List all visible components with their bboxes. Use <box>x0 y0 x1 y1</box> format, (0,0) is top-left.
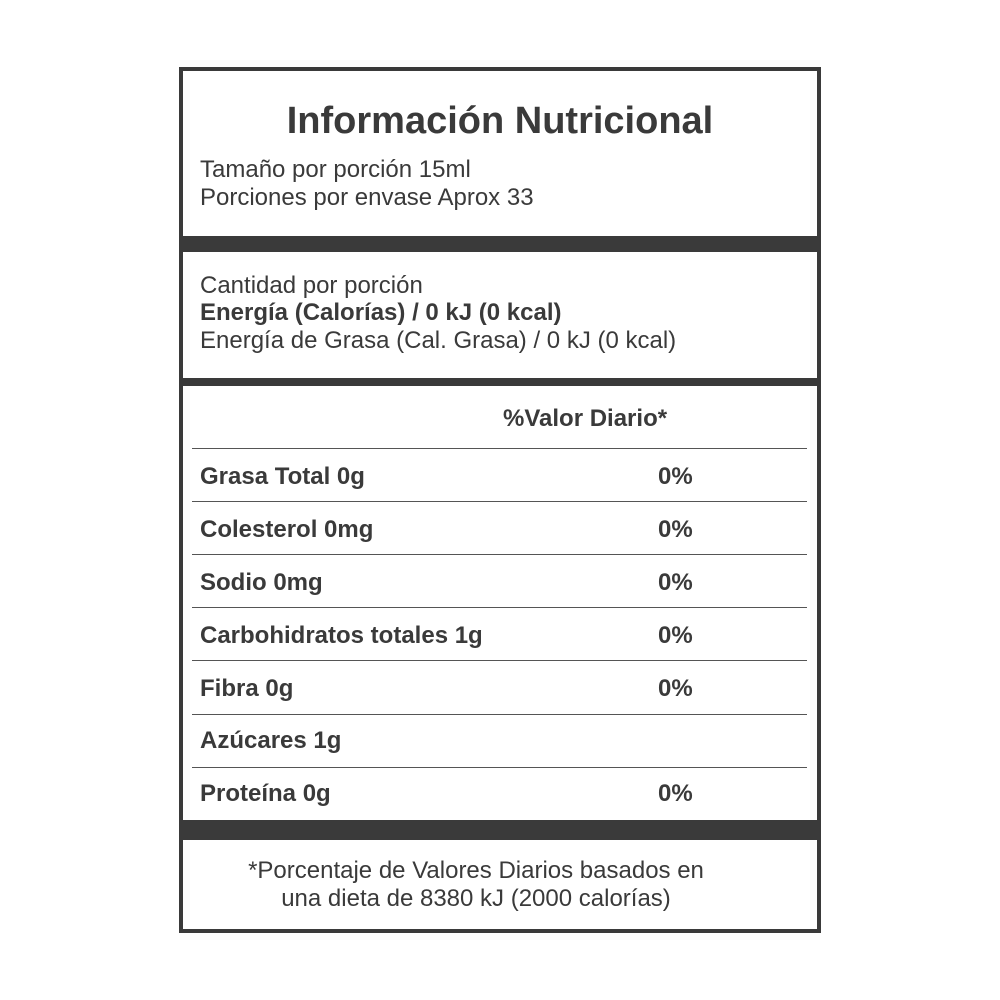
row-dv: 0% <box>658 516 693 543</box>
serving-size: Tamaño por porción 15ml <box>200 156 471 183</box>
nutrition-label <box>179 67 821 933</box>
rule <box>192 660 807 661</box>
row-label: Proteína 0g <box>200 780 331 807</box>
row-dv: 0% <box>658 569 693 596</box>
rule <box>192 554 807 555</box>
row-dv: 0% <box>658 675 693 702</box>
daily-value-header: %Valor Diario* <box>503 405 668 432</box>
servings-per-container: Porciones por envase Aprox 33 <box>200 184 534 211</box>
divider-bar <box>179 378 821 386</box>
row-label: Carbohidratos totales 1g <box>200 622 483 649</box>
row-label: Grasa Total 0g <box>200 463 365 490</box>
rule <box>192 607 807 608</box>
divider-bar <box>179 820 821 840</box>
row-label: Colesterol 0mg <box>200 516 374 543</box>
footnote-line-1: *Porcentaje de Valores Diarios basados e… <box>248 857 704 884</box>
row-dv: 0% <box>658 463 693 490</box>
divider-bar <box>179 236 821 252</box>
row-dv: 0% <box>658 622 693 649</box>
row-label: Azúcares 1g <box>200 727 342 754</box>
rule <box>192 501 807 502</box>
rule <box>192 448 807 449</box>
energy: Energía (Calorías) / 0 kJ (0 kcal) <box>200 299 562 326</box>
amount-per-serving: Cantidad por porción <box>200 272 423 299</box>
footnote-line-2: una dieta de 8380 kJ (2000 calorías) <box>281 885 671 912</box>
row-label: Fibra 0g <box>200 675 294 702</box>
row-dv: 0% <box>658 780 693 807</box>
label-title: Información Nutricional <box>286 100 714 142</box>
fat-energy: Energía de Grasa (Cal. Grasa) / 0 kJ (0 … <box>200 327 677 354</box>
rule <box>192 767 807 768</box>
rule <box>192 714 807 715</box>
row-label: Sodio 0mg <box>200 569 323 596</box>
